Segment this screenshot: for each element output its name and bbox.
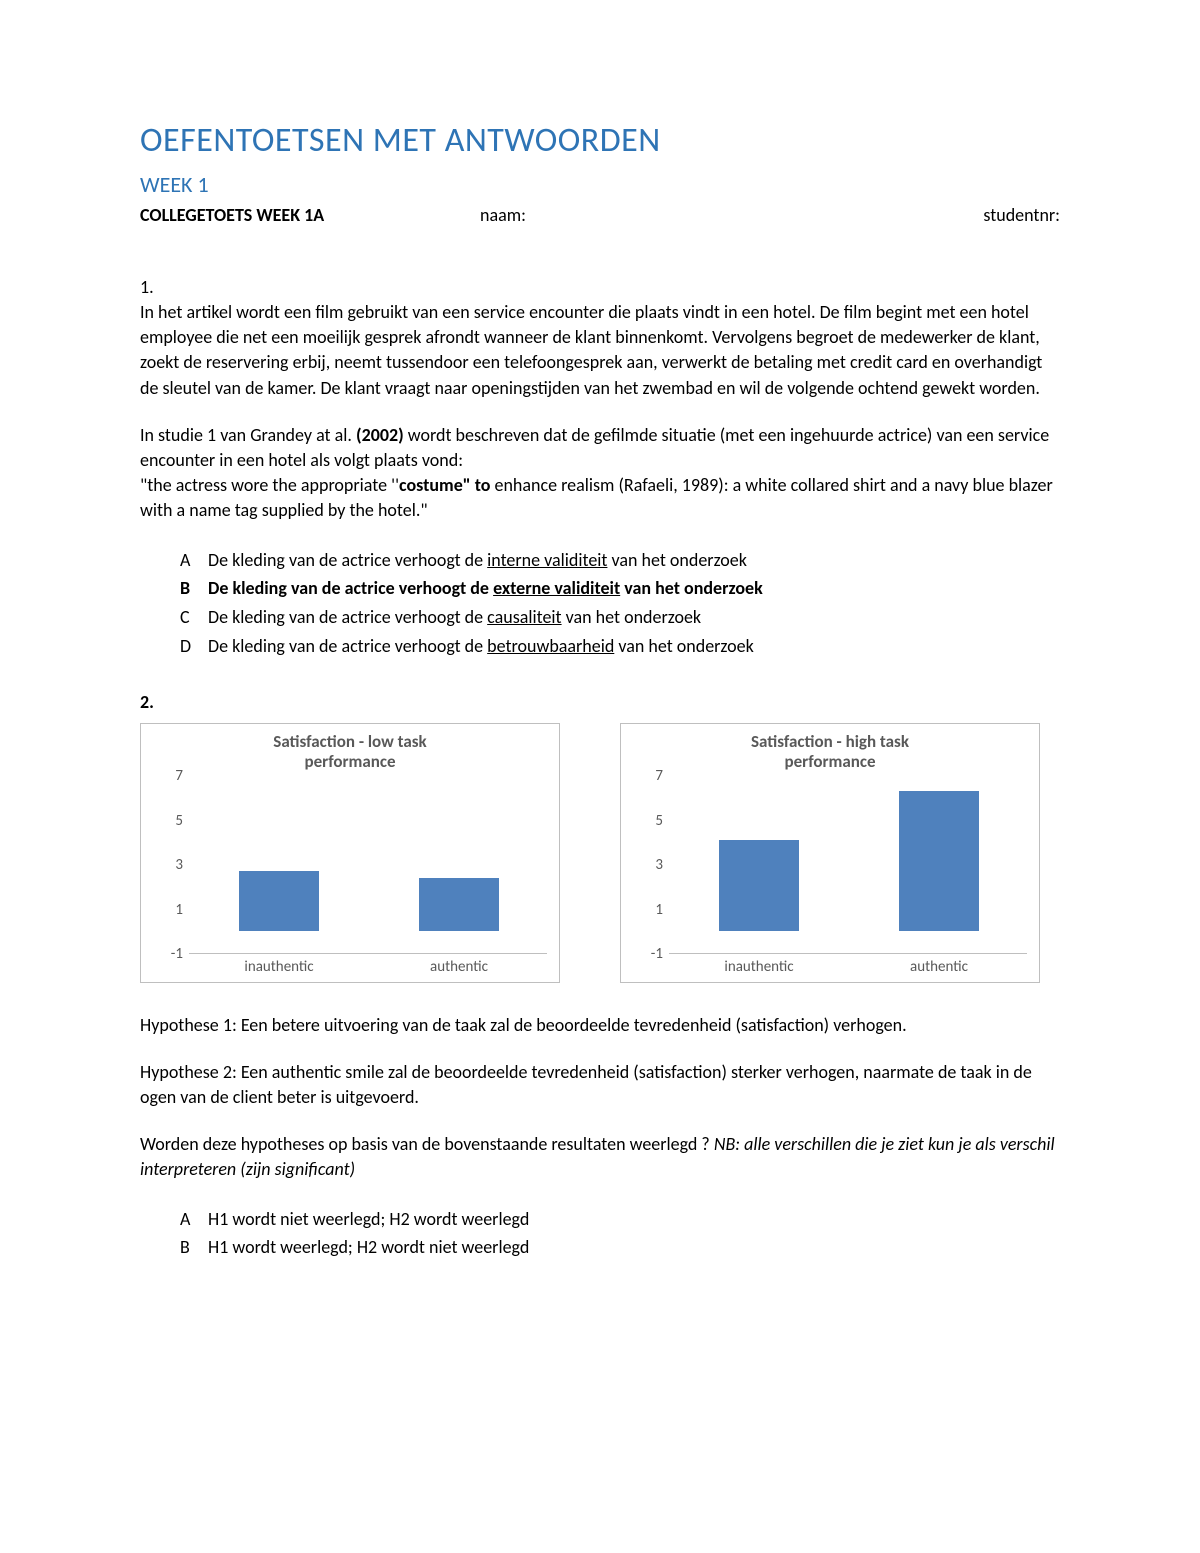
chart-right-title: Satisfaction - high task performance [629, 732, 1031, 773]
y-tick-label: 3 [175, 856, 183, 874]
y-tick-label: 5 [175, 812, 183, 830]
q1-option-a-text: De kleding van de actrice verhoogt de in… [208, 546, 747, 575]
q1-option-c-text: De kleding van de actrice verhoogt de ca… [208, 603, 701, 632]
q1-option-b-letter: B [180, 574, 208, 603]
q1-option-d: D De kleding van de actrice verhoogt de … [180, 632, 1060, 661]
q1-paragraph-1: In het artikel wordt een film gebruikt v… [140, 300, 1060, 401]
q2-option-a-text: H1 wordt niet weerlegd; H2 wordt weerleg… [208, 1205, 529, 1234]
plot-area [669, 776, 1027, 954]
page: OEFENTOETSEN MET ANTWOORDEN WEEK 1 COLLE… [0, 0, 1200, 1553]
q1-paragraph-2: In studie 1 van Grandey at al. (2002) wo… [140, 423, 1060, 524]
q1-b-post: van het onderzoek [620, 577, 763, 599]
q1-option-c: C De kleding van de actrice verhoogt de … [180, 603, 1060, 632]
q1-d-underline: betrouwbaarheid [487, 635, 614, 657]
q1-a-pre: De kleding van de actrice verhoogt de [208, 549, 487, 571]
q1-option-d-text: De kleding van de actrice verhoogt de be… [208, 632, 754, 661]
category-label: authentic [910, 958, 968, 976]
chart-right-title-l2: performance [784, 751, 875, 772]
naam-label: naam: [480, 204, 840, 226]
q2-options: A H1 wordt niet weerlegd; H2 wordt weerl… [180, 1205, 1060, 1263]
q1-number: 1. [140, 276, 1060, 298]
bar [719, 840, 798, 931]
q1-a-post: van het onderzoek [607, 549, 746, 571]
q1-b-pre: De kleding van de actrice verhoogt de [208, 577, 493, 599]
y-tick-label: 7 [175, 767, 183, 785]
charts-row: Satisfaction - low task performance -1 1 3… [140, 723, 1060, 983]
q2-qtext: Worden deze hypotheses op basis van de b… [140, 1133, 714, 1155]
y-tick-label: 5 [655, 812, 663, 830]
chart-right-plot: -11357inauthenticauthentic [629, 776, 1031, 976]
q2-option-b-letter: B [180, 1233, 208, 1262]
chart-right-title-l1: Satisfaction - high task [751, 731, 909, 752]
q1-p3-a: "the actress wore the appropriate '' [140, 474, 399, 496]
q1-option-a-letter: A [180, 546, 208, 575]
q1-p3-b: costume" to [399, 474, 490, 496]
chart-left-title-l1: Satisfaction - low task [273, 731, 426, 752]
q2-option-a: A H1 wordt niet weerlegd; H2 wordt weerl… [180, 1205, 1060, 1234]
q1-d-post: van het onderzoek [614, 635, 753, 657]
q1-option-b: B De kleding van de actrice verhoogt de … [180, 574, 1060, 603]
q1-c-underline: causaliteit [487, 606, 561, 628]
q2-option-b: B H1 wordt weerlegd; H2 wordt niet weerl… [180, 1233, 1060, 1262]
document-title: OEFENTOETSEN MET ANTWOORDEN [140, 120, 1060, 161]
q2-option-a-letter: A [180, 1205, 208, 1234]
collegetoets-label: COLLEGETOETS WEEK 1A [140, 204, 480, 226]
q1-option-c-letter: C [180, 603, 208, 632]
q1-options: A De kleding van de actrice verhoogt de … [180, 546, 1060, 661]
subheader-row: COLLEGETOETS WEEK 1A naam: studentnr: [140, 204, 1060, 226]
y-tick-label: 3 [655, 856, 663, 874]
category-label: inauthentic [244, 958, 313, 976]
q1-option-b-text: De kleding van de actrice verhoogt de ex… [208, 574, 763, 603]
q2-hypothesis-1: Hypothese 1: Een betere uitvoering van d… [140, 1013, 1060, 1038]
plot-area [189, 776, 547, 954]
q1-a-underline: interne validiteit [487, 549, 607, 571]
bar [899, 791, 978, 931]
bar [239, 871, 318, 931]
chart-left-plot: -11357inauthenticauthentic [149, 776, 551, 976]
chart-left-title: Satisfaction - low task performance [149, 732, 551, 773]
q1-option-a: A De kleding van de actrice verhoogt de … [180, 546, 1060, 575]
q2-question-text: Worden deze hypotheses op basis van de b… [140, 1132, 1060, 1182]
y-tick-label: 1 [655, 901, 663, 919]
studentnr-label: studentnr: [840, 204, 1060, 226]
chart-high-task: Satisfaction - high task performance -1 1… [620, 723, 1040, 983]
q2-number: 2. [140, 691, 1060, 713]
chart-low-task: Satisfaction - low task performance -1 1 3… [140, 723, 560, 983]
y-tick-label: -1 [651, 945, 663, 963]
q1-p2-year: (2002) [356, 424, 404, 446]
category-label: inauthentic [724, 958, 793, 976]
chart-left-title-l2: performance [304, 751, 395, 772]
q2-option-b-text: H1 wordt weerlegd; H2 wordt niet weerleg… [208, 1233, 529, 1262]
q1-c-pre: De kleding van de actrice verhoogt de [208, 606, 487, 628]
q1-p2-a: In studie 1 van Grandey at al. [140, 424, 356, 446]
y-tick-label: 7 [655, 767, 663, 785]
week-title: WEEK 1 [140, 171, 1060, 198]
q1-option-d-letter: D [180, 632, 208, 661]
category-label: authentic [430, 958, 488, 976]
y-tick-label: 1 [175, 901, 183, 919]
y-tick-label: -1 [171, 945, 183, 963]
q1-c-post: van het onderzoek [562, 606, 701, 628]
bar [419, 878, 498, 931]
q1-d-pre: De kleding van de actrice verhoogt de [208, 635, 487, 657]
q2-hypothesis-2: Hypothese 2: Een authentic smile zal de … [140, 1060, 1060, 1110]
q1-b-underline: externe validiteit [493, 577, 620, 599]
